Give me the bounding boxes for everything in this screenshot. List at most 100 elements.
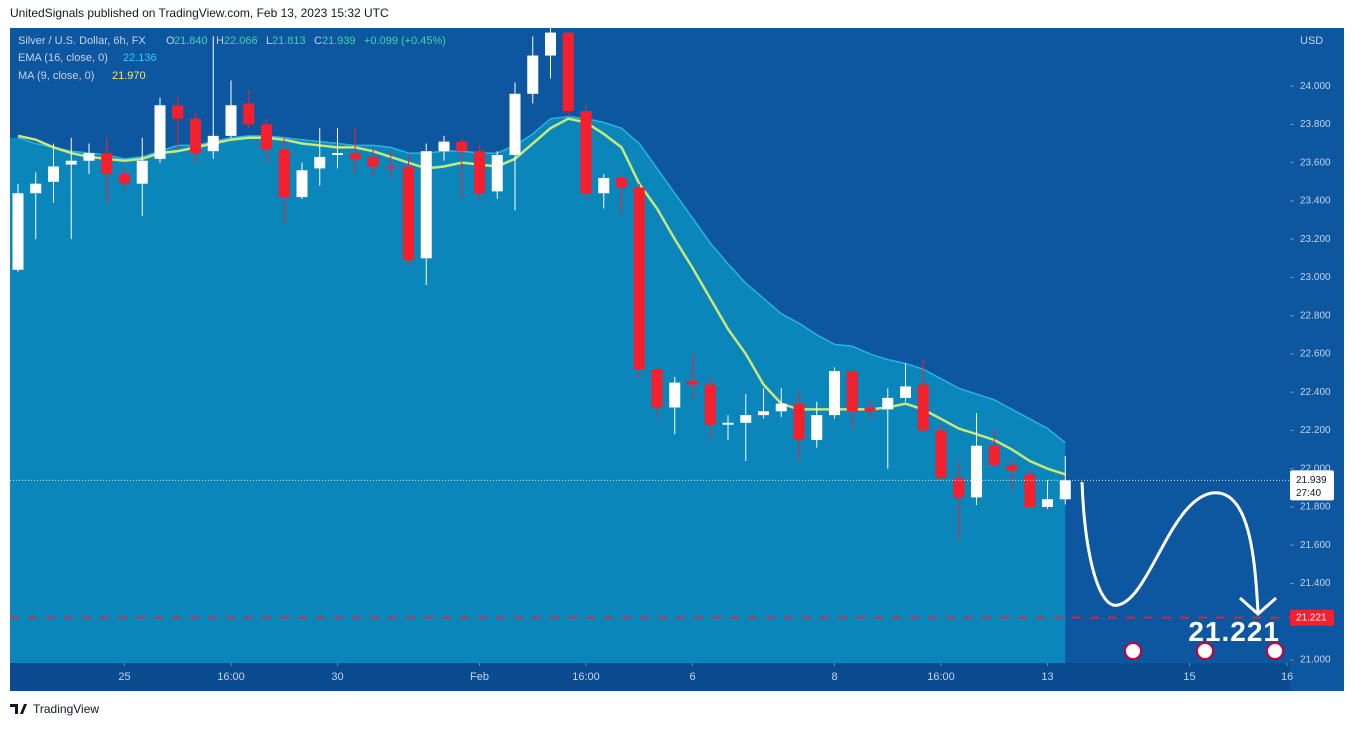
x-tick-label: 16 [1281, 671, 1293, 683]
ema-label: EMA (16, close, 0) [18, 52, 108, 64]
brand-name: TradingView [33, 702, 99, 716]
candle-body [83, 153, 95, 161]
candle-body [243, 103, 255, 125]
candle-body [545, 32, 557, 56]
candle-body [420, 151, 432, 259]
candle-body [953, 478, 965, 498]
candle-body [740, 415, 752, 423]
y-tick-label: 23.200 [1300, 234, 1331, 245]
candle-body [669, 382, 681, 408]
candle-body [296, 170, 308, 198]
candle-body [775, 403, 787, 412]
ma-label: MA (9, close, 0) [18, 70, 94, 82]
candle-body [349, 153, 361, 159]
o-label: O [166, 35, 175, 47]
candle-body [65, 160, 77, 165]
currency: USD [1300, 35, 1323, 47]
candle-body [225, 105, 237, 136]
o-value: 21.840 [174, 35, 208, 47]
event-icon[interactable] [1196, 642, 1214, 660]
candle-body [722, 422, 734, 425]
candle-body [917, 384, 929, 431]
event-icon[interactable] [1124, 642, 1142, 660]
candle-body [136, 160, 148, 184]
legend: Silver / U.S. Dollar, 6h, FX O 21.840 H … [18, 35, 446, 82]
logo [10, 704, 27, 714]
x-tick-label: 8 [831, 671, 837, 683]
c-value: 21.939 [322, 35, 356, 47]
change: +0.099 (+0.45%) [364, 35, 446, 47]
publish-header: UnitedSignals published on TradingView.c… [10, 6, 389, 20]
target-annotation: 21.221 [1188, 616, 1280, 647]
c-label: C [314, 35, 322, 47]
candle-body [882, 397, 894, 410]
x-tick-label: 16:00 [927, 671, 955, 683]
event-icon[interactable] [1266, 642, 1284, 660]
candle-body [367, 156, 379, 167]
h-value: 22.066 [224, 35, 258, 47]
y-tick-label: 21.800 [1300, 502, 1331, 513]
target-box [1290, 609, 1334, 626]
candle-body [1024, 474, 1036, 507]
x-tick-label: 25 [118, 671, 130, 683]
y-tick-label: 24.000 [1300, 81, 1331, 92]
l-value: 21.813 [272, 35, 306, 47]
y-tick-label: 22.000 [1300, 463, 1331, 474]
arrow-head [1239, 596, 1277, 617]
candle-body [527, 55, 539, 94]
candle-body [633, 187, 645, 370]
y-tick-label: 21.000 [1300, 655, 1331, 666]
candle-body [438, 141, 450, 152]
x-tick-label: 6 [689, 671, 695, 683]
x-tick-label: 16:00 [572, 671, 600, 683]
symbol: Silver / U.S. Dollar, 6h, FX [18, 35, 146, 47]
last-price-label: 21.939 [1296, 475, 1327, 486]
y-tick-label: 23.600 [1300, 157, 1331, 168]
candle-body [456, 141, 468, 152]
candle-body [864, 407, 876, 412]
candle-body [474, 151, 486, 194]
candle-body [189, 118, 201, 154]
y-tick-label: 22.400 [1300, 387, 1331, 398]
candle-body [829, 371, 841, 416]
candle-body [1006, 464, 1018, 471]
ma-value: 21.970 [112, 70, 146, 82]
candle-body [101, 153, 113, 175]
y-tick-label: 23.000 [1300, 272, 1331, 283]
candle-body [260, 124, 272, 150]
candle-body [846, 371, 858, 412]
event-icons [1124, 642, 1284, 660]
candle-body [562, 32, 574, 112]
brand: TradingView [10, 702, 99, 716]
candle-body [402, 166, 415, 261]
y-tick-label: 21.600 [1300, 540, 1331, 551]
countdown: 27:40 [1296, 488, 1321, 499]
candle-body [278, 149, 290, 198]
ema-area [10, 116, 1066, 663]
y-tick-label: 21.400 [1300, 578, 1331, 589]
candle-body [811, 415, 823, 440]
target-label: 21.221 [1296, 612, 1327, 623]
candle-body [793, 403, 805, 440]
candle-body [385, 166, 397, 169]
candle-body [971, 445, 983, 498]
candle-body [651, 369, 663, 408]
l-label: L [266, 35, 272, 47]
candle-body [598, 177, 610, 194]
h-label: H [216, 35, 224, 47]
candle-body [47, 166, 59, 182]
x-tick-label: 30 [331, 671, 343, 683]
candle-body [172, 105, 184, 119]
y-tick-label: 23.800 [1300, 119, 1331, 130]
time-axis [10, 663, 1290, 691]
candle-body [118, 174, 130, 184]
candle-body [704, 384, 716, 425]
candle-body [935, 430, 947, 479]
candle-body [580, 111, 592, 194]
x-tick-label: 16:00 [217, 671, 245, 683]
candle-body [988, 445, 1000, 465]
candle-body [687, 380, 699, 385]
x-tick-label: 13 [1041, 671, 1053, 683]
candle-body [154, 105, 166, 159]
candle-body [30, 183, 42, 194]
